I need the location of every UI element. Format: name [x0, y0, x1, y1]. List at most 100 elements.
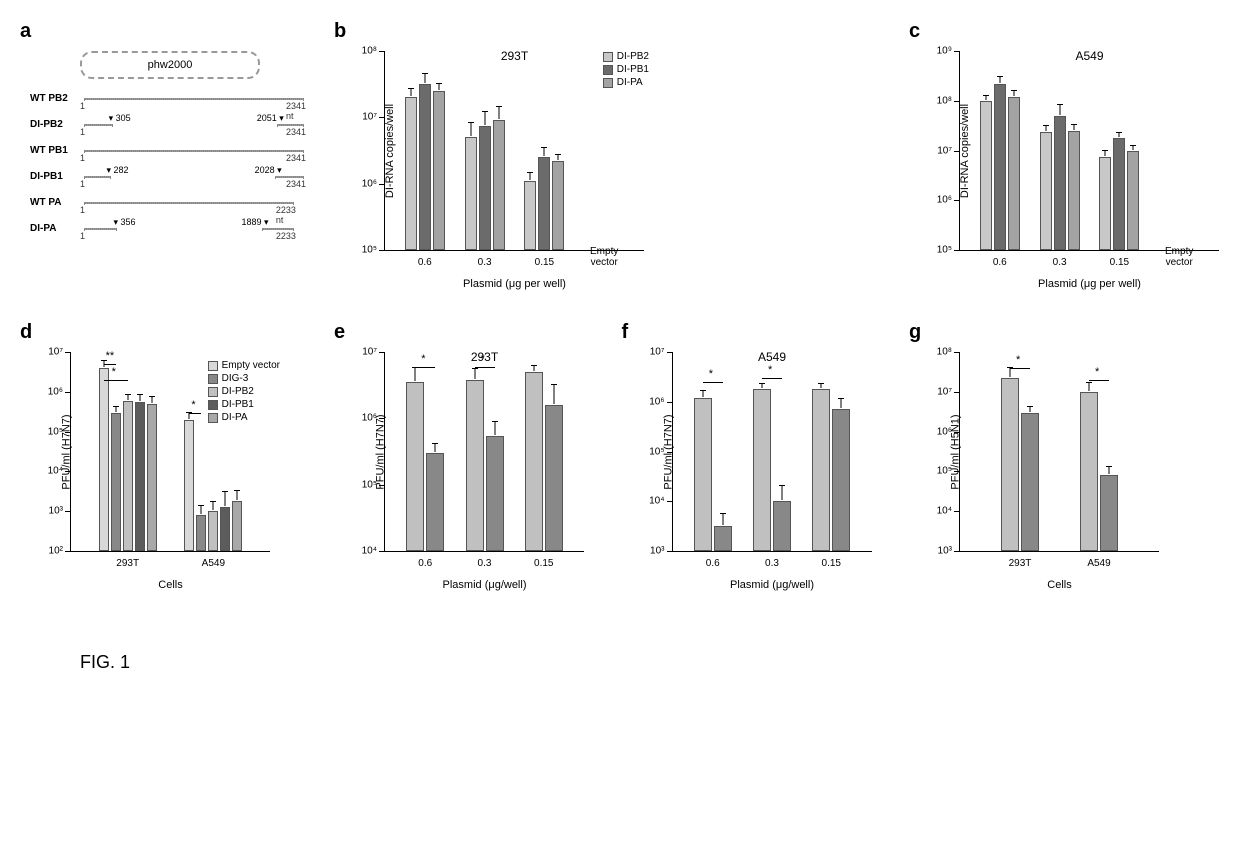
bar-group — [524, 157, 564, 250]
schematic-row: WT PB112341 — [30, 141, 304, 159]
bar — [433, 91, 445, 250]
bar — [1054, 116, 1066, 250]
significance-marker: * — [421, 353, 425, 365]
bar — [753, 389, 771, 551]
ytick-label: 10³ — [922, 546, 952, 557]
bar-group — [405, 84, 445, 250]
bar-group — [694, 398, 732, 551]
ytick-label: 10⁷ — [33, 347, 63, 358]
bar — [545, 405, 563, 551]
bar — [538, 157, 550, 250]
bar-group — [525, 372, 563, 551]
ytick-label: 10⁵ — [635, 446, 665, 457]
chart-g-xlabel: Cells — [1047, 579, 1071, 591]
bar — [493, 120, 505, 250]
xtick-label: 293T — [116, 558, 139, 569]
ytick-label: 10⁹ — [922, 46, 952, 57]
schematic-row: WT PB2 12341 nt — [30, 89, 304, 107]
bar — [1080, 392, 1098, 551]
bar-group — [99, 368, 157, 551]
bar-group — [184, 420, 242, 551]
significance-marker: ** — [106, 350, 115, 362]
ytick-label: 10³ — [33, 506, 63, 517]
bar — [694, 398, 712, 551]
ytick-label: 10⁷ — [347, 112, 377, 123]
schematic-bar: ▾ 3561889 ▾12233 — [84, 219, 304, 237]
xtick-label: 0.15 — [535, 257, 554, 268]
bar — [994, 84, 1006, 250]
xtick-label: 0.15 — [1110, 257, 1129, 268]
chart-b-xlabel: Plasmid (μg per well) — [463, 278, 566, 290]
chart-e-xlabel: Plasmid (μg/well) — [443, 579, 527, 591]
ytick-label: 10⁸ — [347, 46, 377, 57]
xtick-label: Empty vector — [1165, 246, 1193, 268]
schematic-bar: 12233 nt — [84, 193, 304, 211]
bar — [99, 368, 109, 551]
schematic-bar: 12341 — [84, 141, 304, 159]
ytick-label: 10⁶ — [922, 195, 952, 206]
chart-c: A549 DI-RNA copies/well Plasmid (μg per … — [959, 51, 1219, 251]
panel-d: d PFU/ml (H7N7) Cells Empty vectorDIG-3D… — [20, 321, 304, 602]
bar — [426, 453, 444, 551]
panel-g: g PFU/ml (H5N1) Cells ** 10³10⁴10⁵10⁶10⁷… — [909, 321, 1219, 602]
bar — [111, 413, 121, 551]
xtick-label: 0.3 — [765, 558, 779, 569]
figure-caption: FIG. 1 — [80, 652, 1219, 673]
ytick-label: 10⁷ — [347, 347, 377, 358]
bar — [1100, 475, 1118, 551]
panel-b-label: b — [334, 20, 879, 43]
xtick-label: 0.6 — [993, 257, 1007, 268]
bar — [406, 382, 424, 551]
ytick-label: 10⁴ — [635, 496, 665, 507]
schematic-row-label: WT PB2 — [30, 93, 78, 104]
schematic-bar: ▾ 2822028 ▾12341 — [84, 167, 304, 185]
ytick-label: 10⁵ — [33, 426, 63, 437]
ytick-label: 10⁶ — [347, 178, 377, 189]
xtick-label: 0.15 — [822, 558, 841, 569]
significance-marker: * — [112, 366, 116, 378]
schematic-bar: 12341 nt — [84, 89, 304, 107]
panel-d-label: d — [20, 321, 304, 344]
panel-g-label: g — [909, 321, 1219, 344]
ytick-label: 10⁵ — [347, 245, 377, 256]
xtick-label: Empty vector — [590, 246, 618, 268]
ytick-label: 10³ — [635, 546, 665, 557]
ytick-label: 10⁷ — [922, 145, 952, 156]
schematic-row: DI-PB2 ▾ 3052051 ▾12341 — [30, 115, 304, 133]
significance-marker: * — [768, 364, 772, 376]
ytick-label: 10⁶ — [347, 413, 377, 424]
bar — [980, 101, 992, 250]
xtick-label: 0.3 — [478, 558, 492, 569]
schematic-row-label: DI-PB2 — [30, 119, 78, 130]
schematic-row-label: DI-PB1 — [30, 171, 78, 182]
bar — [1008, 97, 1020, 250]
ytick-label: 10⁶ — [922, 426, 952, 437]
ytick-label: 10⁵ — [347, 479, 377, 490]
bar — [1040, 132, 1052, 250]
chart-e: 293T PFU/ml (H7N7) Plasmid (μg/well) ** … — [384, 352, 584, 552]
bar — [714, 526, 732, 551]
bar — [196, 515, 206, 551]
bar-group — [812, 389, 850, 551]
significance-marker: * — [481, 353, 485, 365]
bar — [1001, 378, 1019, 551]
panel-a: a phw2000 WT PB212341 ntDI-PB2▾ 3052051 … — [20, 20, 304, 301]
bar — [419, 84, 431, 250]
panel-b: b 293T DI-RNA copies/well Plasmid (μg pe… — [334, 20, 879, 301]
plasmid-box: phw2000 — [80, 51, 260, 79]
schematic-row: DI-PB1 ▾ 2822028 ▾12341 — [30, 167, 304, 185]
xtick-label: A549 — [202, 558, 225, 569]
chart-b: 293T DI-RNA copies/well Plasmid (μg per … — [384, 51, 644, 251]
ytick-label: 10⁷ — [922, 386, 952, 397]
panel-c: c A549 DI-RNA copies/well Plasmid (μg pe… — [909, 20, 1219, 301]
schematic-bar: ▾ 3052051 ▾12341 — [84, 115, 304, 133]
bar — [405, 97, 417, 250]
bar — [832, 409, 850, 551]
bar — [1099, 157, 1111, 250]
ytick-label: 10⁵ — [922, 245, 952, 256]
xtick-label: A549 — [1087, 558, 1110, 569]
bar — [524, 181, 536, 250]
xtick-label: 0.6 — [418, 558, 432, 569]
ytick-label: 10⁶ — [635, 396, 665, 407]
bar-group — [1001, 378, 1039, 551]
